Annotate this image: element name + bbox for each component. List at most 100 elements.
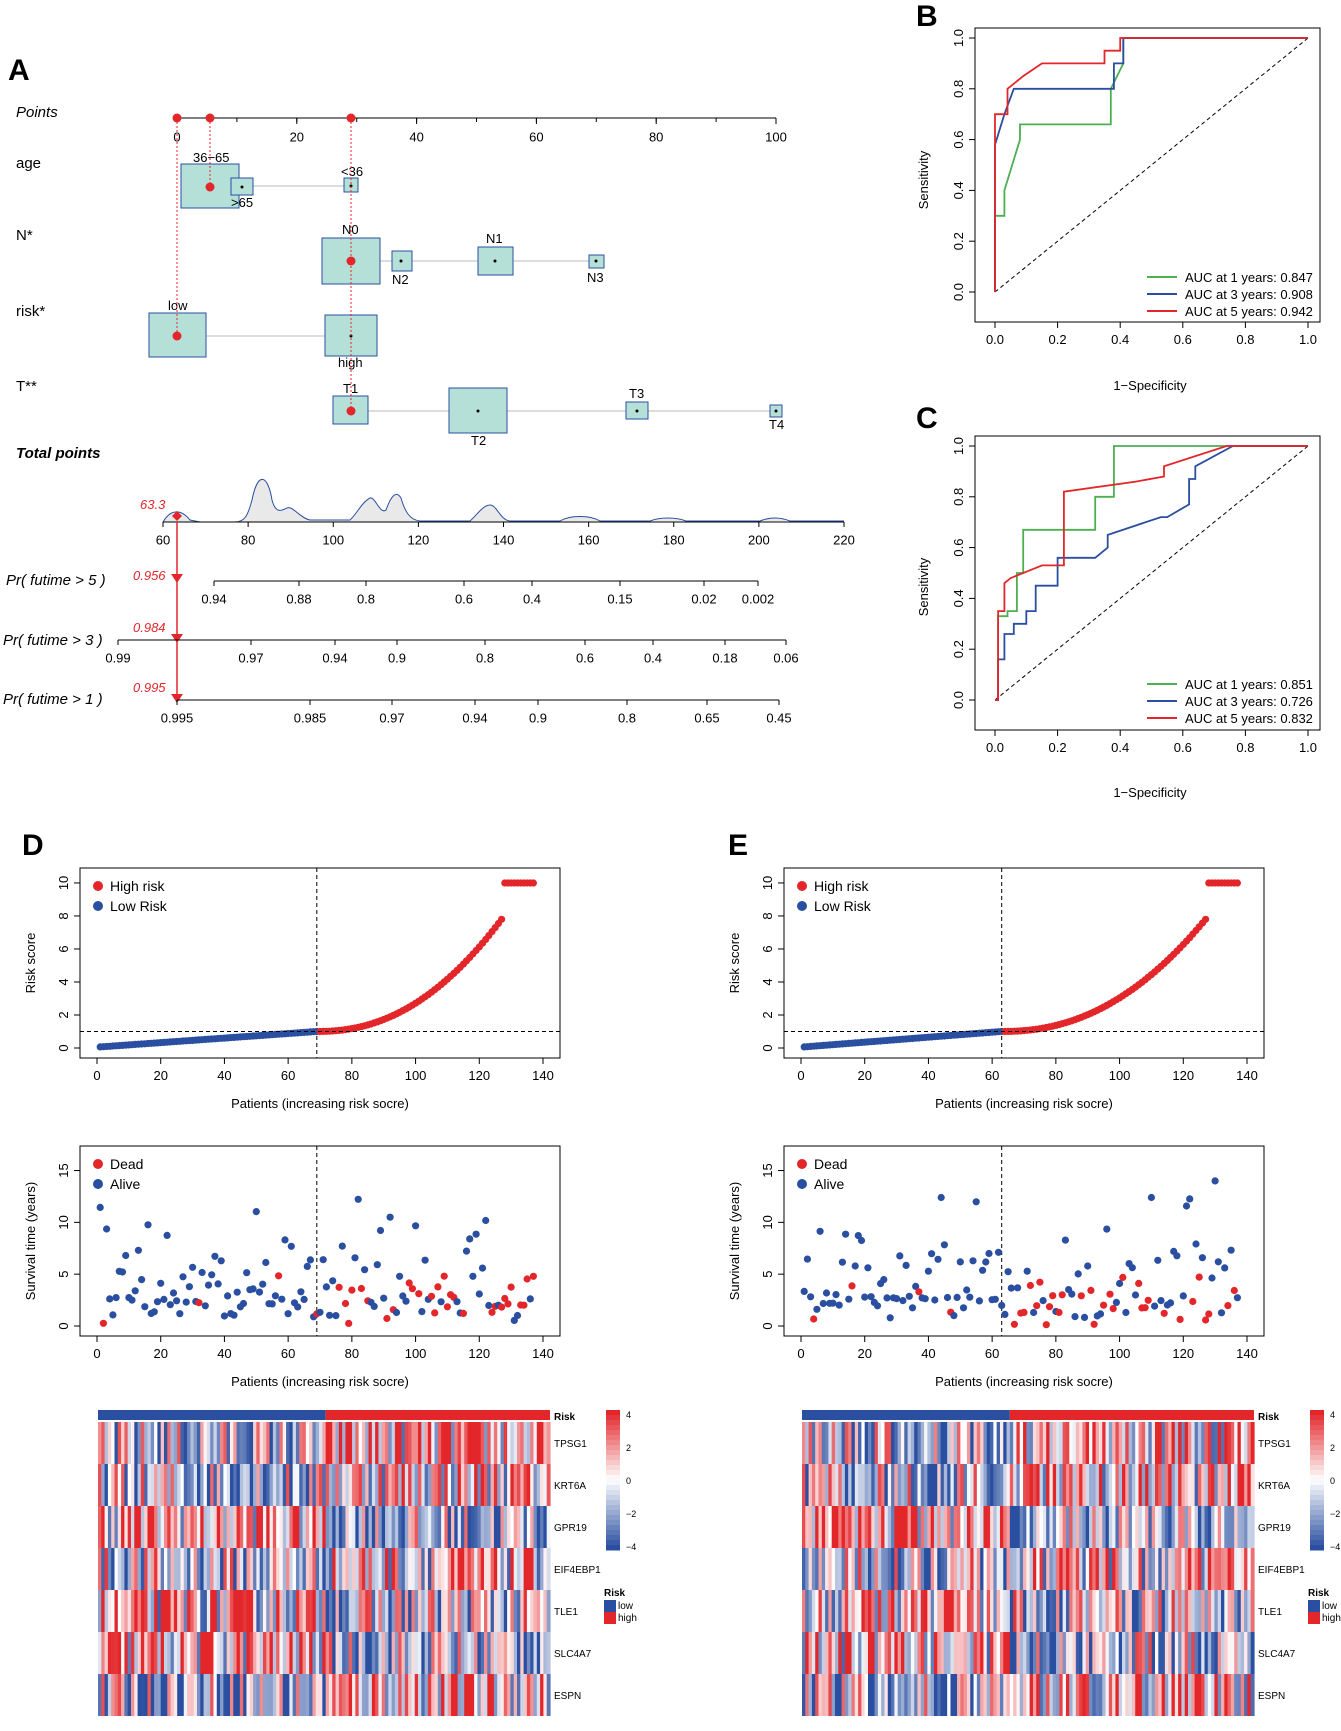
heatmap-cell	[1227, 1422, 1232, 1464]
points-tick-label: 80	[649, 130, 663, 145]
heatmap-cell	[1026, 1590, 1031, 1632]
scatter-point	[943, 1293, 952, 1302]
heatmap-cell	[312, 1422, 317, 1464]
heatmap-cell	[375, 1506, 380, 1548]
heatmap-cell	[1247, 1632, 1252, 1674]
heatmap-cell	[474, 1548, 479, 1590]
scale-tick-label: −4	[1330, 1542, 1340, 1552]
scale-segment	[1310, 1545, 1324, 1551]
heatmap-cell	[418, 1506, 422, 1548]
scale-segment	[606, 1410, 620, 1416]
heatmap-cell	[990, 1632, 994, 1674]
heatmap-cell	[236, 1422, 241, 1464]
scatter-point	[1151, 1302, 1159, 1310]
heatmap-cell	[183, 1464, 188, 1506]
heatmap-cell	[408, 1506, 413, 1548]
heatmap-cell	[243, 1674, 248, 1716]
heatmap-cell	[401, 1590, 406, 1632]
heatmap-cell	[177, 1632, 182, 1674]
scale-tick-label: 2	[1330, 1443, 1335, 1453]
heatmap-cell	[497, 1632, 502, 1674]
heatmap-cell	[986, 1506, 991, 1548]
heatmap-cell	[897, 1632, 902, 1674]
heatmap-cell	[388, 1590, 393, 1632]
heatmap-cell	[226, 1464, 231, 1506]
scale-segment	[606, 1515, 620, 1521]
heatmap-cell	[319, 1422, 323, 1464]
heatmap-cell	[348, 1464, 353, 1506]
heatmap-cell	[914, 1632, 919, 1674]
row-label-p1: Pr( futime > 1 )	[3, 691, 103, 708]
heatmap-cell	[953, 1506, 958, 1548]
scatter-point	[1068, 1290, 1076, 1298]
scatter-point	[1077, 1292, 1085, 1300]
heatmap-cell	[1148, 1674, 1153, 1716]
heatmap-cell	[170, 1422, 175, 1464]
heatmap-cell	[1197, 1548, 1202, 1590]
scatter-point	[300, 1295, 308, 1303]
heatmap-cell	[484, 1422, 488, 1464]
heatmap-cell	[342, 1632, 347, 1674]
heatmap-cell	[960, 1422, 965, 1464]
heatmap-cell	[140, 1674, 145, 1716]
heatmap-cell	[1108, 1590, 1113, 1632]
heatmap-cell	[1079, 1506, 1084, 1548]
heatmap-cell	[1052, 1632, 1057, 1674]
heatmap-cell	[451, 1422, 455, 1464]
heatmap-cell	[1128, 1422, 1133, 1464]
heatmap-cell	[457, 1548, 462, 1590]
heatmap-cell	[210, 1506, 215, 1548]
heatmap-cell	[1181, 1632, 1186, 1674]
heatmap-cell	[864, 1632, 869, 1674]
heatmap-cell	[114, 1464, 119, 1506]
heatmap-cell	[401, 1674, 406, 1716]
heatmap-cell	[322, 1590, 327, 1632]
heatmap-cell	[196, 1506, 201, 1548]
heatmap-cell	[1003, 1464, 1008, 1506]
heatmap-cell	[517, 1506, 521, 1548]
heatmap-cell	[1062, 1590, 1067, 1632]
heatmap-cell	[401, 1632, 406, 1674]
scale-segment	[1310, 1505, 1324, 1511]
heatmap-cell	[914, 1548, 919, 1590]
heatmap-cell	[203, 1590, 208, 1632]
heatmap-cell	[861, 1422, 866, 1464]
scatter-x-tick-label: 100	[405, 1068, 427, 1083]
scatter-point	[498, 1303, 506, 1311]
heatmap-cell	[279, 1674, 284, 1716]
heatmap-cell	[1201, 1590, 1206, 1632]
heatmap-cell	[160, 1506, 165, 1548]
heatmap-cell	[861, 1590, 866, 1632]
heatmap-cell	[391, 1590, 396, 1632]
heatmap-cell	[424, 1674, 429, 1716]
heatmap-cell	[1062, 1464, 1067, 1506]
heatmap-gene-label: ESPN	[1258, 1691, 1285, 1702]
heatmap-cell	[348, 1590, 353, 1632]
scatter-point	[208, 1271, 216, 1279]
heatmap-cell	[960, 1464, 965, 1506]
points-tick-label: 40	[409, 130, 423, 145]
heatmap-cell	[371, 1632, 376, 1674]
heatmap-cell	[897, 1548, 902, 1590]
heatmap-cell	[239, 1548, 244, 1590]
heatmap-cell	[127, 1632, 132, 1674]
heatmap-cell	[828, 1632, 833, 1674]
roc-b-legend: AUC at 1 years: 0.847 AUC at 3 years: 0.…	[1147, 270, 1313, 319]
heatmap-cell	[111, 1464, 116, 1506]
heatmap-cell	[437, 1632, 442, 1674]
heatmap-cell	[1184, 1632, 1189, 1674]
heatmap-cell	[140, 1590, 145, 1632]
heatmap-cell	[1056, 1548, 1060, 1590]
heatmap-cell	[477, 1590, 482, 1632]
heatmap-cell	[1211, 1506, 1216, 1548]
heatmap-cell	[910, 1464, 915, 1506]
heatmap-cell	[1207, 1632, 1212, 1674]
heatmap-cell	[497, 1506, 502, 1548]
heatmap-cell	[127, 1506, 132, 1548]
scatter-y-tick-label: 2	[760, 1011, 775, 1018]
legend-dot-blue	[93, 1179, 103, 1189]
heatmap-cell	[467, 1464, 472, 1506]
heatmap-cell	[427, 1548, 432, 1590]
heatmap-cell	[1221, 1506, 1225, 1548]
heatmap-cell	[292, 1464, 297, 1506]
